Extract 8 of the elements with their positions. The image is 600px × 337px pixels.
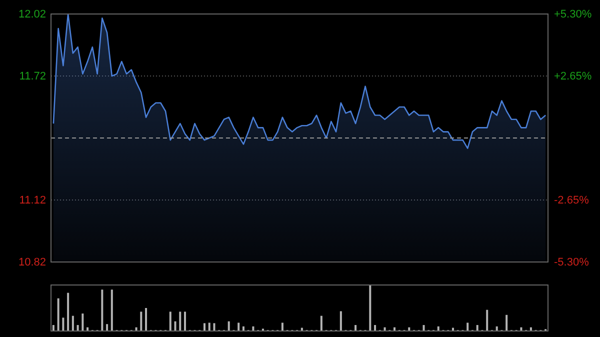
y-tick-label: 11.12 <box>19 194 46 207</box>
y2-tick-label: +5.30% <box>554 8 592 21</box>
y2-tick-label: -5.30% <box>554 256 590 269</box>
y-tick-label: 11.72 <box>19 70 46 83</box>
y2-tick-label: -2.65% <box>554 194 590 207</box>
y-tick-label: 12.02 <box>18 8 46 21</box>
y-tick-label: 10.82 <box>18 256 46 269</box>
y2-tick-label: +2.65% <box>554 70 592 83</box>
